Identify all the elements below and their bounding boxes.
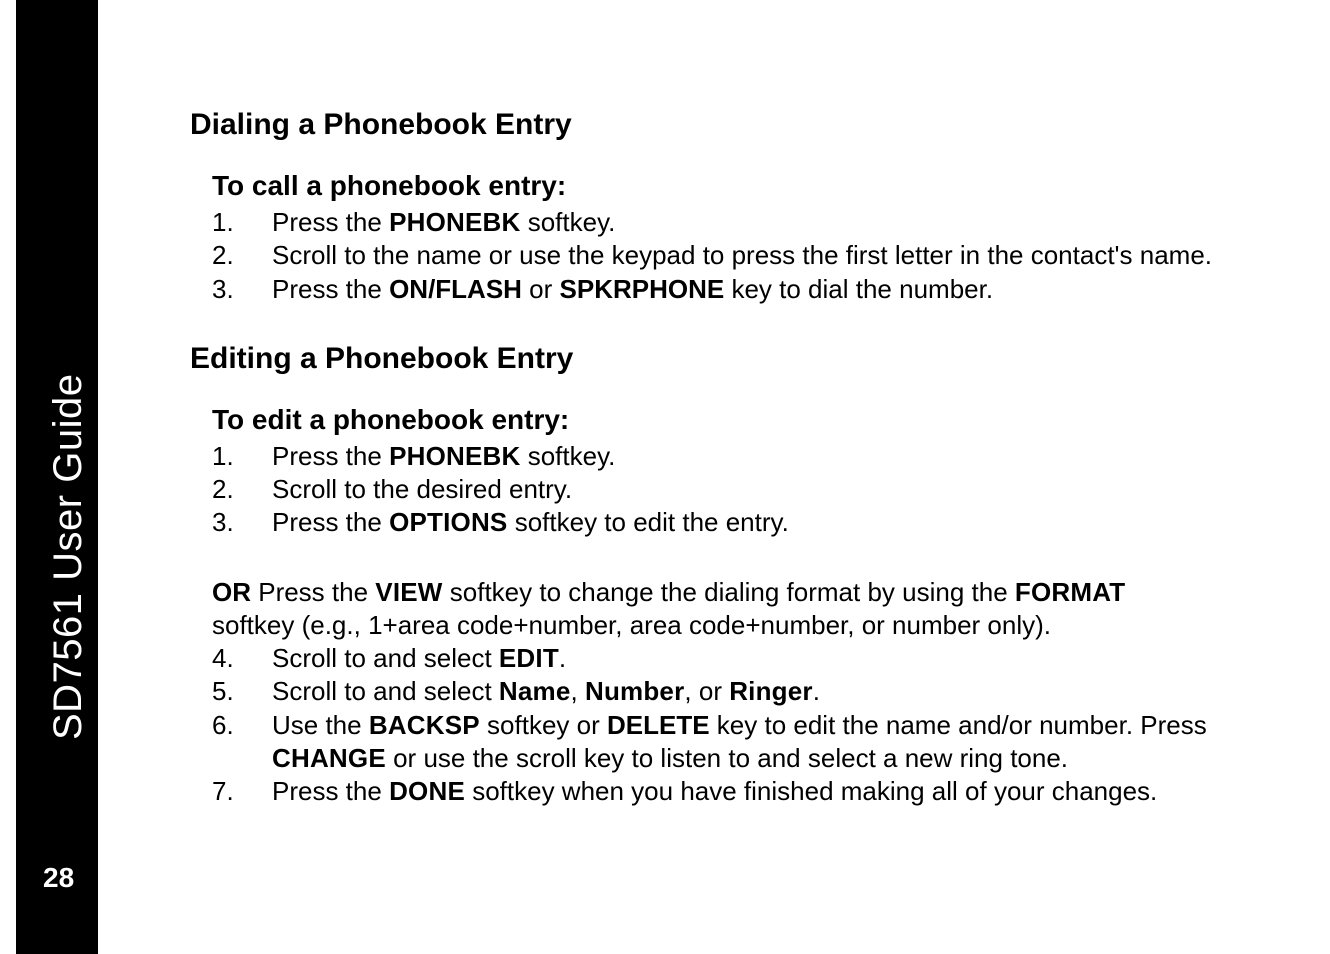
key-onflash: ON/FLASH xyxy=(389,274,522,304)
softkey-options: OPTIONS xyxy=(389,507,507,537)
steps-call: Press the PHONEBK softkey. Scroll to the… xyxy=(212,206,1270,306)
softkey-backsp: BACKSP xyxy=(369,710,480,740)
step-text: key to edit the name and/or number. Pres… xyxy=(710,710,1207,740)
step-text: Press the xyxy=(272,776,389,806)
step-text: Use the xyxy=(272,710,369,740)
step-text: . xyxy=(559,643,566,673)
list-item: Press the ON/FLASH or SPKRPHONE key to d… xyxy=(212,273,1270,306)
key-delete: DELETE xyxy=(607,710,710,740)
step-text: Press the xyxy=(272,441,389,471)
key-spkrphone: SPKRPHONE xyxy=(560,274,725,304)
heading-editing: Editing a Phonebook Entry xyxy=(190,342,1270,376)
step-text: Press the xyxy=(272,207,389,237)
field-name: Name xyxy=(499,676,571,706)
step-text: Scroll to and select xyxy=(272,643,499,673)
heading-dialing: Dialing a Phonebook Entry xyxy=(190,108,1270,142)
softkey-done: DONE xyxy=(389,776,465,806)
list-item: Press the DONE softkey when you have fin… xyxy=(212,775,1270,808)
step-text: or use the scroll key to listen to and s… xyxy=(386,743,1068,773)
list-item: Use the BACKSP softkey or DELETE key to … xyxy=(212,709,1270,776)
section-editing-block: To edit a phonebook entry: Press the PHO… xyxy=(212,404,1270,809)
or-line-1: OR Press the VIEW softkey to change the … xyxy=(212,576,1270,609)
list-item: Press the OPTIONS softkey to edit the en… xyxy=(212,506,1270,539)
subheading-edit: To edit a phonebook entry: xyxy=(212,404,1270,436)
subheading-call: To call a phonebook entry: xyxy=(212,170,1270,202)
step-text: Press the xyxy=(272,274,389,304)
step-text: Press the xyxy=(272,507,389,537)
step-text: softkey or xyxy=(480,710,607,740)
softkey-change: CHANGE xyxy=(272,743,386,773)
step-text: softkey when you have finished making al… xyxy=(465,776,1157,806)
main-content: Dialing a Phonebook Entry To call a phon… xyxy=(190,108,1270,808)
manual-page: SD7561 User Guide 28 Dialing a Phonebook… xyxy=(0,0,1330,954)
step-text: . xyxy=(813,676,820,706)
softkey-phonebk: PHONEBK xyxy=(389,441,520,471)
or-label: OR xyxy=(212,577,251,607)
step-text: softkey. xyxy=(520,207,615,237)
step-text: , xyxy=(571,676,585,706)
page-number: 28 xyxy=(43,862,74,894)
sidebar-title: SD7561 User Guide xyxy=(46,374,91,740)
softkey-phonebk: PHONEBK xyxy=(389,207,520,237)
list-item: Press the PHONEBK softkey. xyxy=(212,440,1270,473)
or-text: Press the xyxy=(251,577,375,607)
step-text: softkey to edit the entry. xyxy=(507,507,788,537)
sidebar-black-bar: SD7561 User Guide 28 xyxy=(16,0,98,954)
or-line-2: softkey (e.g., 1+area code+number, area … xyxy=(212,609,1270,642)
steps-edit-2: Scroll to and select EDIT. Scroll to and… xyxy=(212,642,1270,808)
step-text: Scroll to the desired entry. xyxy=(272,474,572,504)
section-dialing-block: To call a phonebook entry: Press the PHO… xyxy=(212,170,1270,306)
step-text: , or xyxy=(684,676,729,706)
list-item: Scroll to and select Name, Number, or Ri… xyxy=(212,675,1270,708)
or-text: softkey to change the dialing format by … xyxy=(443,577,1015,607)
softkey-edit: EDIT xyxy=(499,643,559,673)
list-item: Scroll to the name or use the keypad to … xyxy=(212,239,1270,272)
field-ringer: Ringer xyxy=(729,676,813,706)
steps-edit-1: Press the PHONEBK softkey. Scroll to the… xyxy=(212,440,1270,540)
step-text: Scroll to the name or use the keypad to … xyxy=(272,240,1212,270)
step-text: Scroll to and select xyxy=(272,676,499,706)
list-item: Press the PHONEBK softkey. xyxy=(212,206,1270,239)
step-text: or xyxy=(522,274,560,304)
step-text: softkey. xyxy=(520,441,615,471)
list-item: Scroll to the desired entry. xyxy=(212,473,1270,506)
softkey-view: VIEW xyxy=(375,577,442,607)
list-item: Scroll to and select EDIT. xyxy=(212,642,1270,675)
softkey-format: FORMAT xyxy=(1015,577,1125,607)
step-text: key to dial the number. xyxy=(724,274,993,304)
field-number: Number xyxy=(585,676,684,706)
